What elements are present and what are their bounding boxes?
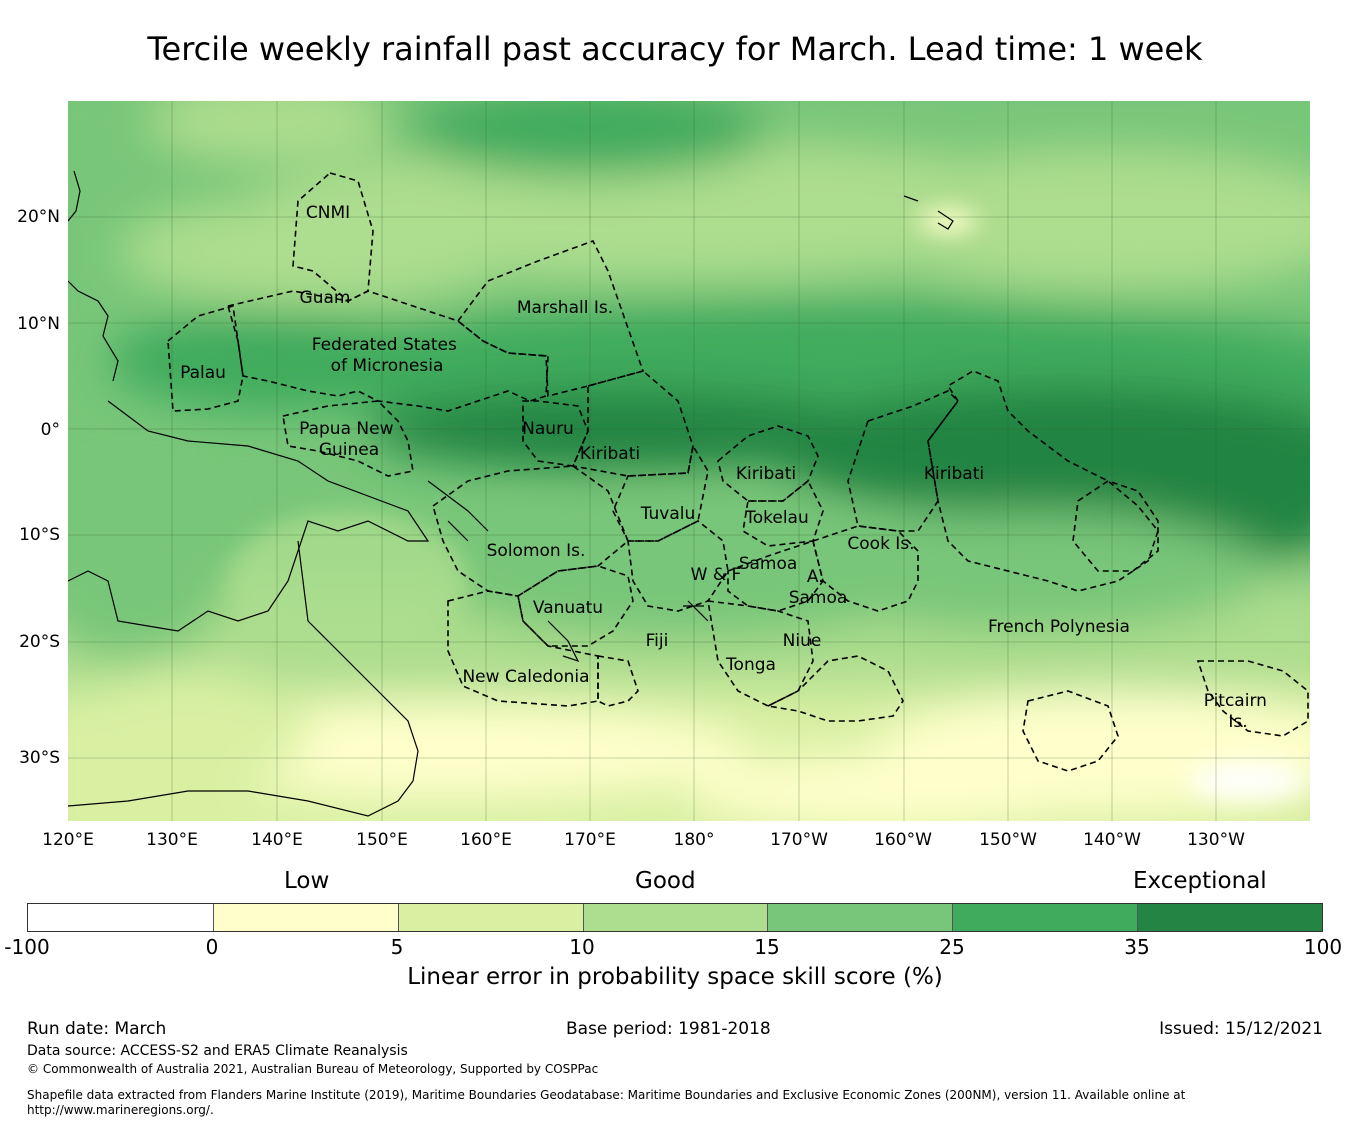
label-fiji: Fiji — [646, 631, 669, 651]
lon-label: 150°E — [356, 830, 408, 850]
label-tonga: Tonga — [725, 655, 776, 675]
colorbar-segment — [952, 904, 1138, 931]
label-pitcairn: Pitcairn Is. — [1204, 691, 1273, 732]
label-cnmi: CNMI — [306, 203, 350, 223]
colorbar-tick: 5 — [390, 935, 404, 959]
issued-date: Issued: 15/12/2021 — [1159, 1019, 1323, 1039]
lat-label: 10°N — [17, 314, 60, 334]
colorbar-segment — [582, 904, 768, 931]
lat-label: 30°S — [19, 748, 60, 768]
category-good: Good — [635, 868, 696, 894]
colorbar-tick: 10 — [569, 935, 595, 959]
colorbar-label: Linear error in probability space skill … — [407, 964, 943, 990]
base-period: Base period: 1981-2018 — [566, 1019, 771, 1039]
label-kiribati-central: Kiribati — [736, 464, 796, 484]
label-png: Papua New Guinea — [299, 419, 399, 460]
region-labels: CNMI Guam Marshall Is. Federated States … — [180, 203, 1273, 732]
label-wallis-futuna: W & F — [691, 565, 742, 585]
lon-label: 140°E — [251, 830, 303, 850]
lon-label: 150°W — [979, 830, 1037, 850]
label-marshall: Marshall Is. — [517, 298, 613, 318]
lon-label: 160°W — [874, 830, 932, 850]
lon-label: 170°W — [770, 830, 828, 850]
data-source: Data source: ACCESS-S2 and ERA5 Climate … — [27, 1043, 408, 1059]
lon-label: 180° — [673, 830, 715, 850]
label-american-samoa: A. Samoa — [789, 567, 848, 608]
label-samoa: Samoa — [739, 554, 798, 574]
eez-boundaries — [167, 172, 1309, 772]
label-fsm: Federated States of Micronesia — [312, 335, 463, 376]
colorbar-tick: 15 — [754, 935, 780, 959]
colorbar-segment — [28, 904, 213, 931]
category-low: Low — [284, 868, 330, 894]
label-solomon: Solomon Is. — [487, 541, 586, 561]
colorbar-tick: 100 — [1303, 935, 1343, 959]
colorbar-tick: -100 — [4, 935, 50, 959]
label-new-caledonia: New Caledonia — [462, 667, 589, 687]
shapefile-credit: Shapefile data extracted from Flanders M… — [27, 1088, 1186, 1117]
label-tuvalu: Tuvalu — [640, 504, 696, 524]
label-french-polynesia: French Polynesia — [988, 617, 1130, 637]
colorbar-segment — [1137, 904, 1322, 931]
lat-label: 20°N — [17, 207, 60, 227]
label-cook: Cook Is. — [847, 534, 914, 554]
lon-label: 160°E — [460, 830, 512, 850]
lon-label: 130°E — [146, 830, 198, 850]
lat-label: 0° — [40, 420, 60, 440]
lon-label: 120°E — [42, 830, 94, 850]
colorbar-segment — [212, 904, 398, 931]
chart-title: Tercile weekly rainfall past accuracy fo… — [147, 30, 1203, 68]
graticule — [68, 101, 1310, 821]
copyright: © Commonwealth of Australia 2021, Austra… — [27, 1062, 599, 1076]
colorbar — [27, 903, 1323, 932]
colorbar-segment — [767, 904, 953, 931]
category-exceptional: Exceptional — [1133, 868, 1267, 894]
label-niue: Niue — [783, 631, 822, 651]
run-date: Run date: March — [27, 1019, 167, 1039]
colorbar-segment — [397, 904, 583, 931]
label-kiribati-east: Kiribati — [924, 464, 984, 484]
skill-map: CNMI Guam Marshall Is. Federated States … — [68, 101, 1310, 821]
lon-label: 170°E — [564, 830, 616, 850]
lat-label: 20°S — [19, 632, 60, 652]
colorbar-tick: 35 — [1124, 935, 1150, 959]
label-vanuatu: Vanuatu — [533, 598, 603, 618]
colorbar-tick: 25 — [939, 935, 965, 959]
label-kiribati-west: Kiribati — [580, 444, 640, 464]
colorbar-tick: 0 — [205, 935, 219, 959]
lon-label: 140°W — [1083, 830, 1141, 850]
label-palau: Palau — [180, 363, 226, 383]
label-tokelau: Tokelau — [744, 508, 809, 528]
coastlines — [68, 170, 954, 817]
label-guam: Guam — [300, 288, 351, 308]
lon-label: 130°W — [1187, 830, 1245, 850]
lat-label: 10°S — [19, 525, 60, 545]
label-nauru: Nauru — [522, 419, 574, 439]
